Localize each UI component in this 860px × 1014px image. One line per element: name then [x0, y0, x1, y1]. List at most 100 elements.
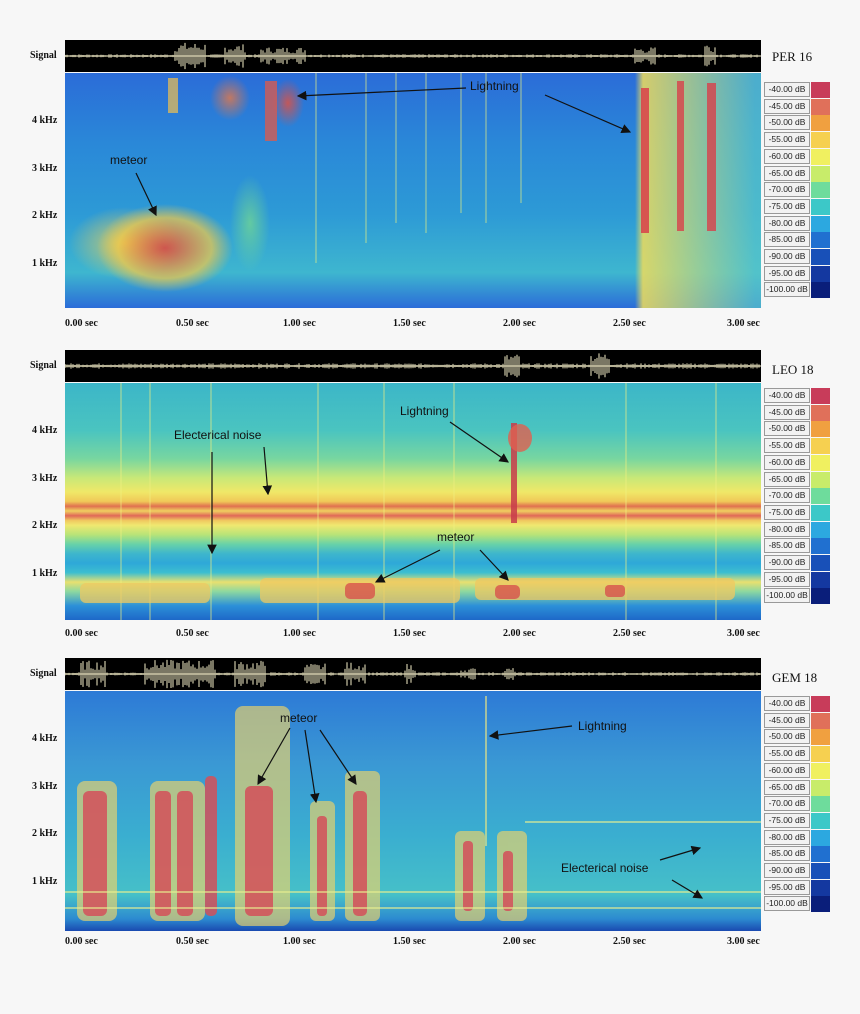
db-scale-row: -45.00 dB: [764, 712, 830, 729]
db-scale-label: -40.00 dB: [764, 388, 810, 403]
db-scale-label: -55.00 dB: [764, 132, 810, 148]
db-scale-row: -65.00 dB: [764, 779, 830, 796]
spectrogram-features: [80, 383, 735, 620]
db-scale-row: -50.00 dB: [764, 729, 830, 746]
db-scale-swatch: [811, 879, 830, 896]
db-scale-row: -95.00 dB: [764, 879, 830, 896]
db-scale-label: -40.00 dB: [764, 696, 810, 711]
db-scale-row: -90.00 dB: [764, 555, 830, 571]
db-scale-row: -80.00 dB: [764, 215, 830, 232]
db-scale-row: -50.00 dB: [764, 421, 830, 438]
db-scale-label: -70.00 dB: [764, 182, 810, 198]
time-label: 1.00 sec: [283, 936, 316, 947]
db-scale-label: -70.00 dB: [764, 488, 810, 504]
db-scale-label: -90.00 dB: [764, 249, 810, 264]
db-scale-row: -55.00 dB: [764, 746, 830, 763]
noise-lines: [65, 821, 761, 909]
time-label: 0.50 sec: [176, 936, 209, 947]
db-scale-label: -75.00 dB: [764, 198, 810, 214]
spectrogram: [65, 383, 761, 620]
db-scale-label: -40.00 dB: [764, 82, 810, 97]
time-axis: 0.00 sec 0.50 sec 1.00 sec 1.50 sec 2.00…: [0, 936, 860, 950]
db-scale-swatch: [811, 232, 830, 249]
db-scale-row: -100.00 dB: [764, 896, 830, 913]
db-scale-label: -55.00 dB: [764, 746, 810, 762]
db-scale-swatch: [811, 132, 830, 149]
db-scale-label: -100.00 dB: [764, 282, 810, 298]
time-axis: 0.00 sec 0.50 sec 1.00 sec 1.50 sec 2.00…: [0, 318, 860, 332]
signal-waveform: [65, 658, 761, 690]
db-scale-row: -75.00 dB: [764, 812, 830, 829]
db-scale-row: -95.00 dB: [764, 571, 830, 588]
panel-title: PER 16: [772, 49, 813, 64]
db-scale-label: -60.00 dB: [764, 454, 810, 470]
annotation-lightning: Lightning: [578, 719, 627, 733]
db-scale-label: -95.00 dB: [764, 571, 810, 587]
db-scale-label: -90.00 dB: [764, 555, 810, 570]
annotation-meteor: meteor: [280, 711, 318, 725]
db-scale-label: -65.00 dB: [764, 165, 810, 181]
time-label: 2.00 sec: [503, 318, 536, 329]
annotation-arrows: [207, 421, 509, 583]
time-label: 2.00 sec: [503, 628, 536, 639]
meteor-columns-core: [83, 776, 513, 916]
freq-label-2khz: 2 kHz: [32, 210, 58, 221]
db-scale-swatch: [811, 863, 830, 879]
db-scale-label: -80.00 dB: [764, 521, 810, 537]
vertical-clicks: [120, 383, 717, 620]
time-label: 0.00 sec: [65, 936, 98, 947]
db-scale-label: -100.00 dB: [764, 588, 810, 604]
time-label: 1.50 sec: [393, 936, 426, 947]
db-scale-swatch: [811, 779, 830, 796]
time-label: 0.50 sec: [176, 318, 209, 329]
db-scale-swatch: [811, 521, 830, 538]
time-label: 0.50 sec: [176, 628, 209, 639]
arrow: [262, 446, 273, 496]
db-scale-swatch: [811, 165, 830, 182]
annotation-arrows: [257, 725, 704, 899]
db-scale-label: -45.00 dB: [764, 404, 810, 420]
db-scale-label: -85.00 dB: [764, 538, 810, 554]
db-scale-label: -85.00 dB: [764, 232, 810, 248]
spectrogram-features: [168, 73, 716, 263]
annotation-electrical-noise: Electerical noise: [174, 428, 262, 442]
db-scale-swatch: [811, 538, 830, 555]
waveform-svg: [65, 659, 761, 689]
db-scale-row: -40.00 dB: [764, 82, 830, 98]
db-scale-row: -50.00 dB: [764, 115, 830, 132]
db-scale-row: -85.00 dB: [764, 232, 830, 249]
db-scale-swatch: [811, 282, 830, 299]
annotation-electrical-noise: Electerical noise: [561, 861, 649, 875]
spectrogram-panel-per16: Signal PER 16 4 kHz 3 kHz 2: [0, 40, 860, 340]
db-scale-row: -60.00 dB: [764, 762, 830, 779]
db-scale-swatch: [811, 504, 830, 521]
freq-label-2khz: 2 kHz: [32, 828, 58, 839]
db-scale-row: -60.00 dB: [764, 454, 830, 471]
arrow: [449, 421, 509, 463]
db-scale-label: -90.00 dB: [764, 863, 810, 878]
db-scale-label: -75.00 dB: [764, 504, 810, 520]
db-scale-row: -85.00 dB: [764, 538, 830, 555]
arrow: [374, 549, 441, 583]
db-scale-swatch: [811, 454, 830, 471]
db-scale-swatch: [811, 182, 830, 199]
db-scale-row: -80.00 dB: [764, 829, 830, 846]
time-label: 3.00 sec: [727, 628, 760, 639]
waveform-svg: [65, 353, 761, 379]
arrow: [135, 172, 157, 217]
db-scale-row: -70.00 dB: [764, 488, 830, 505]
db-scale-swatch: [811, 555, 830, 571]
signal-waveform: [65, 350, 761, 382]
db-scale-label: -85.00 dB: [764, 846, 810, 862]
arrow: [296, 87, 467, 101]
time-label: 1.50 sec: [393, 318, 426, 329]
lightning-stripes: [168, 78, 716, 233]
db-scale-row: -100.00 dB: [764, 588, 830, 605]
spectrogram-features: [65, 696, 761, 926]
lightning-stripe: [511, 423, 517, 523]
db-scale-swatch: [811, 488, 830, 505]
time-label: 2.50 sec: [613, 318, 646, 329]
db-scale-swatch: [811, 115, 830, 132]
db-scale-row: -45.00 dB: [764, 98, 830, 115]
db-scale-row: -70.00 dB: [764, 796, 830, 813]
